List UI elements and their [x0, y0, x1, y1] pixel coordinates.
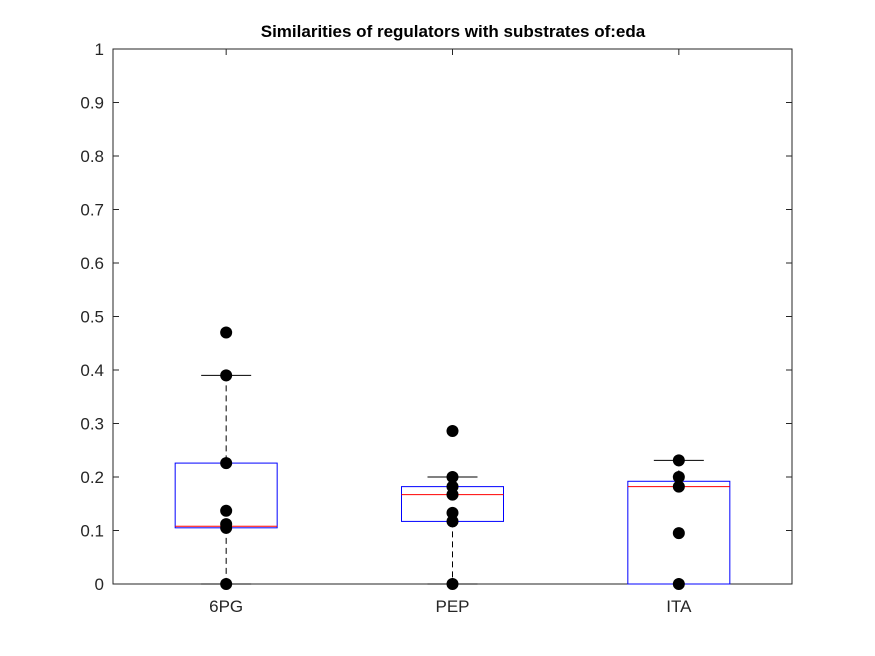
data-point-6PG [220, 521, 233, 534]
data-point-PEP [446, 506, 459, 519]
y-tick-label: 0 [95, 575, 104, 594]
data-point-ITA [672, 527, 685, 540]
x-tick-label: 6PG [209, 597, 243, 616]
data-point-6PG [220, 326, 233, 339]
data-point-ITA [672, 454, 685, 467]
data-point-6PG [220, 457, 233, 470]
data-point-ITA [672, 480, 685, 493]
y-tick-label: 0.3 [80, 415, 104, 434]
data-point-6PG [220, 578, 233, 590]
data-point-PEP [446, 424, 459, 437]
y-tick-label: 0.5 [80, 308, 104, 327]
y-tick-label: 1 [95, 40, 104, 59]
data-point-6PG [220, 369, 233, 382]
y-tick-label: 0.6 [80, 254, 104, 273]
y-tick-label: 0.7 [80, 201, 104, 220]
x-tick-label: PEP [435, 597, 469, 616]
y-tick-label: 0.9 [80, 94, 104, 113]
plot-frame [112, 48, 793, 585]
data-point-6PG [220, 504, 233, 517]
data-point-PEP [446, 471, 459, 483]
y-tick-label: 0.1 [80, 522, 104, 541]
y-tick-label: 0.2 [80, 468, 104, 487]
data-point-PEP [446, 515, 459, 528]
y-tick-label: 0.4 [80, 361, 104, 380]
data-point-PEP [446, 488, 459, 501]
plot-area: 0 0.1 0.2 0.3 0.4 0.5 0.6 0.7 0.8 0.9 1 6PG PEP ITA [80, 40, 793, 616]
data-point-ITA [672, 471, 685, 483]
chart-title: Similarities of regulators with substrat… [261, 22, 646, 41]
data-point-ITA [672, 578, 685, 590]
x-tick-label: ITA [666, 597, 692, 616]
y-tick-label: 0.8 [80, 147, 104, 166]
data-point-PEP [446, 578, 459, 590]
